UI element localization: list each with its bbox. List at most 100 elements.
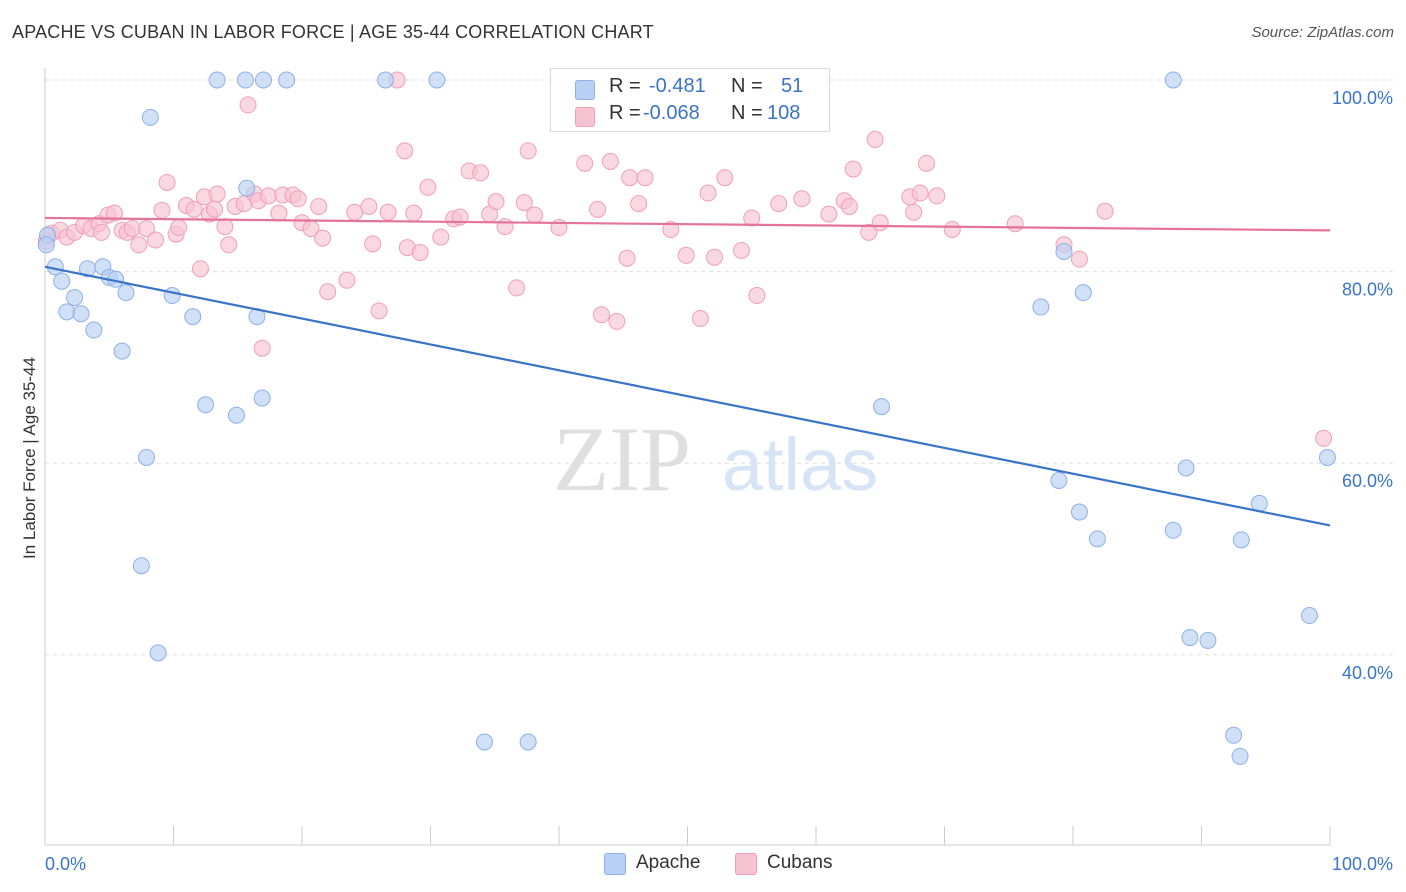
cubans-point	[793, 190, 811, 208]
cubans-point	[191, 260, 209, 278]
chart-title: APACHE VS CUBAN IN LABOR FORCE | AGE 35-…	[12, 22, 654, 42]
apache-point	[53, 272, 71, 290]
apache-point	[1199, 631, 1217, 649]
cubans-point	[526, 206, 544, 224]
cubans-point	[699, 184, 717, 202]
apache-r-value: -0.481	[649, 75, 706, 97]
cubans-point	[147, 231, 165, 249]
cubans-point	[820, 205, 838, 223]
apache-point	[1318, 448, 1336, 466]
cubans-point	[1096, 202, 1114, 220]
cubans-point	[871, 214, 889, 232]
cubans-point	[153, 201, 171, 219]
apache-point	[149, 644, 167, 662]
cubans-point	[860, 223, 878, 241]
cubans-point	[314, 229, 332, 247]
cubans-point	[508, 279, 526, 297]
cubans-point	[432, 228, 450, 246]
source-label: Source: ZipAtlas.com	[1251, 24, 1394, 41]
apache-point	[197, 396, 215, 414]
apache-point	[1300, 607, 1318, 625]
y-tick-label: 60.0%	[1342, 471, 1393, 491]
cubans-point	[123, 219, 141, 237]
watermark-atlas: atlas	[722, 423, 878, 506]
cubans-point	[379, 203, 397, 221]
apache-point	[208, 71, 226, 89]
apache-point	[72, 305, 90, 323]
cubans-point	[748, 287, 766, 305]
cubans-point	[206, 200, 224, 218]
cubans-point	[208, 185, 226, 203]
cubans-point	[866, 130, 884, 148]
legend-row-apache: R = -0.481 N = 51	[551, 75, 829, 101]
cubans-point	[216, 218, 234, 236]
cubans-point	[253, 339, 271, 357]
apache-point	[253, 389, 271, 407]
cubans-point	[770, 195, 788, 213]
cubans-point	[185, 200, 203, 218]
x-tick-label-start: 0.0%	[45, 854, 86, 874]
cubans-point	[732, 242, 750, 260]
apache-point	[1181, 629, 1199, 647]
cubans-point	[396, 142, 414, 160]
apache-point	[428, 71, 446, 89]
cubans-point	[743, 209, 761, 227]
cubans-point	[691, 310, 709, 328]
apache-swatch	[575, 80, 595, 100]
cubans-point	[911, 184, 929, 202]
apache-point	[1050, 471, 1068, 489]
cubans-point	[496, 218, 514, 236]
cubans-point	[346, 203, 364, 221]
cubans-point	[716, 169, 734, 187]
apache-point	[236, 71, 254, 89]
cubans-point	[630, 195, 648, 213]
apache-point	[519, 733, 537, 751]
cubans-r-value: -0.068	[643, 102, 700, 124]
cubans-point	[589, 200, 607, 218]
apache-point	[1232, 531, 1250, 549]
cubans-n-label: N =	[731, 102, 763, 124]
cubans-point	[515, 194, 533, 212]
cubans-point	[338, 271, 356, 289]
cubans-trendline	[44, 216, 1331, 232]
apache-point	[1074, 284, 1092, 302]
cubans-point	[370, 302, 388, 320]
cubans-point	[138, 219, 156, 237]
x-tick-label-end: 100.0%	[1332, 854, 1393, 874]
apache-point	[1164, 521, 1182, 539]
cubans-point	[130, 236, 148, 254]
apache-point	[1088, 530, 1106, 548]
cubans-point	[844, 160, 862, 178]
cubans-point	[943, 220, 961, 238]
apache-point	[141, 108, 159, 126]
cubans-point	[93, 223, 111, 241]
apache-point	[1070, 503, 1088, 521]
series-legend: Apache Cubans	[0, 852, 1406, 878]
apache-legend-swatch	[604, 853, 626, 875]
apache-point	[1055, 242, 1073, 260]
cubans-point	[621, 169, 639, 187]
apache-point	[117, 284, 135, 302]
apache-point	[163, 287, 181, 305]
apache-point	[138, 448, 156, 466]
apache-point	[227, 406, 245, 424]
cubans-point	[905, 203, 923, 221]
cubans-r-label: R =	[609, 102, 641, 124]
cubans-point	[487, 193, 505, 211]
apache-point	[184, 308, 202, 326]
tick-labels: 40.0% 60.0% 80.0% 100.0% 0.0% 100.0%	[45, 88, 1393, 874]
apache-point	[238, 179, 256, 197]
cubans-point	[472, 164, 490, 182]
cubans-point	[260, 187, 278, 205]
apache-point	[85, 321, 103, 339]
apache-point	[132, 557, 150, 575]
apache-point	[1032, 298, 1050, 316]
apache-n-value: 51	[781, 75, 804, 97]
apache-trendline	[44, 265, 1331, 527]
trend-lines	[44, 216, 1331, 527]
apache-point	[1177, 459, 1195, 477]
y-axis-label: In Labor Force | Age 35-44	[20, 357, 39, 559]
cubans-point	[1006, 215, 1024, 233]
apache-n-label: N =	[731, 75, 763, 97]
cubans-point	[158, 174, 176, 192]
